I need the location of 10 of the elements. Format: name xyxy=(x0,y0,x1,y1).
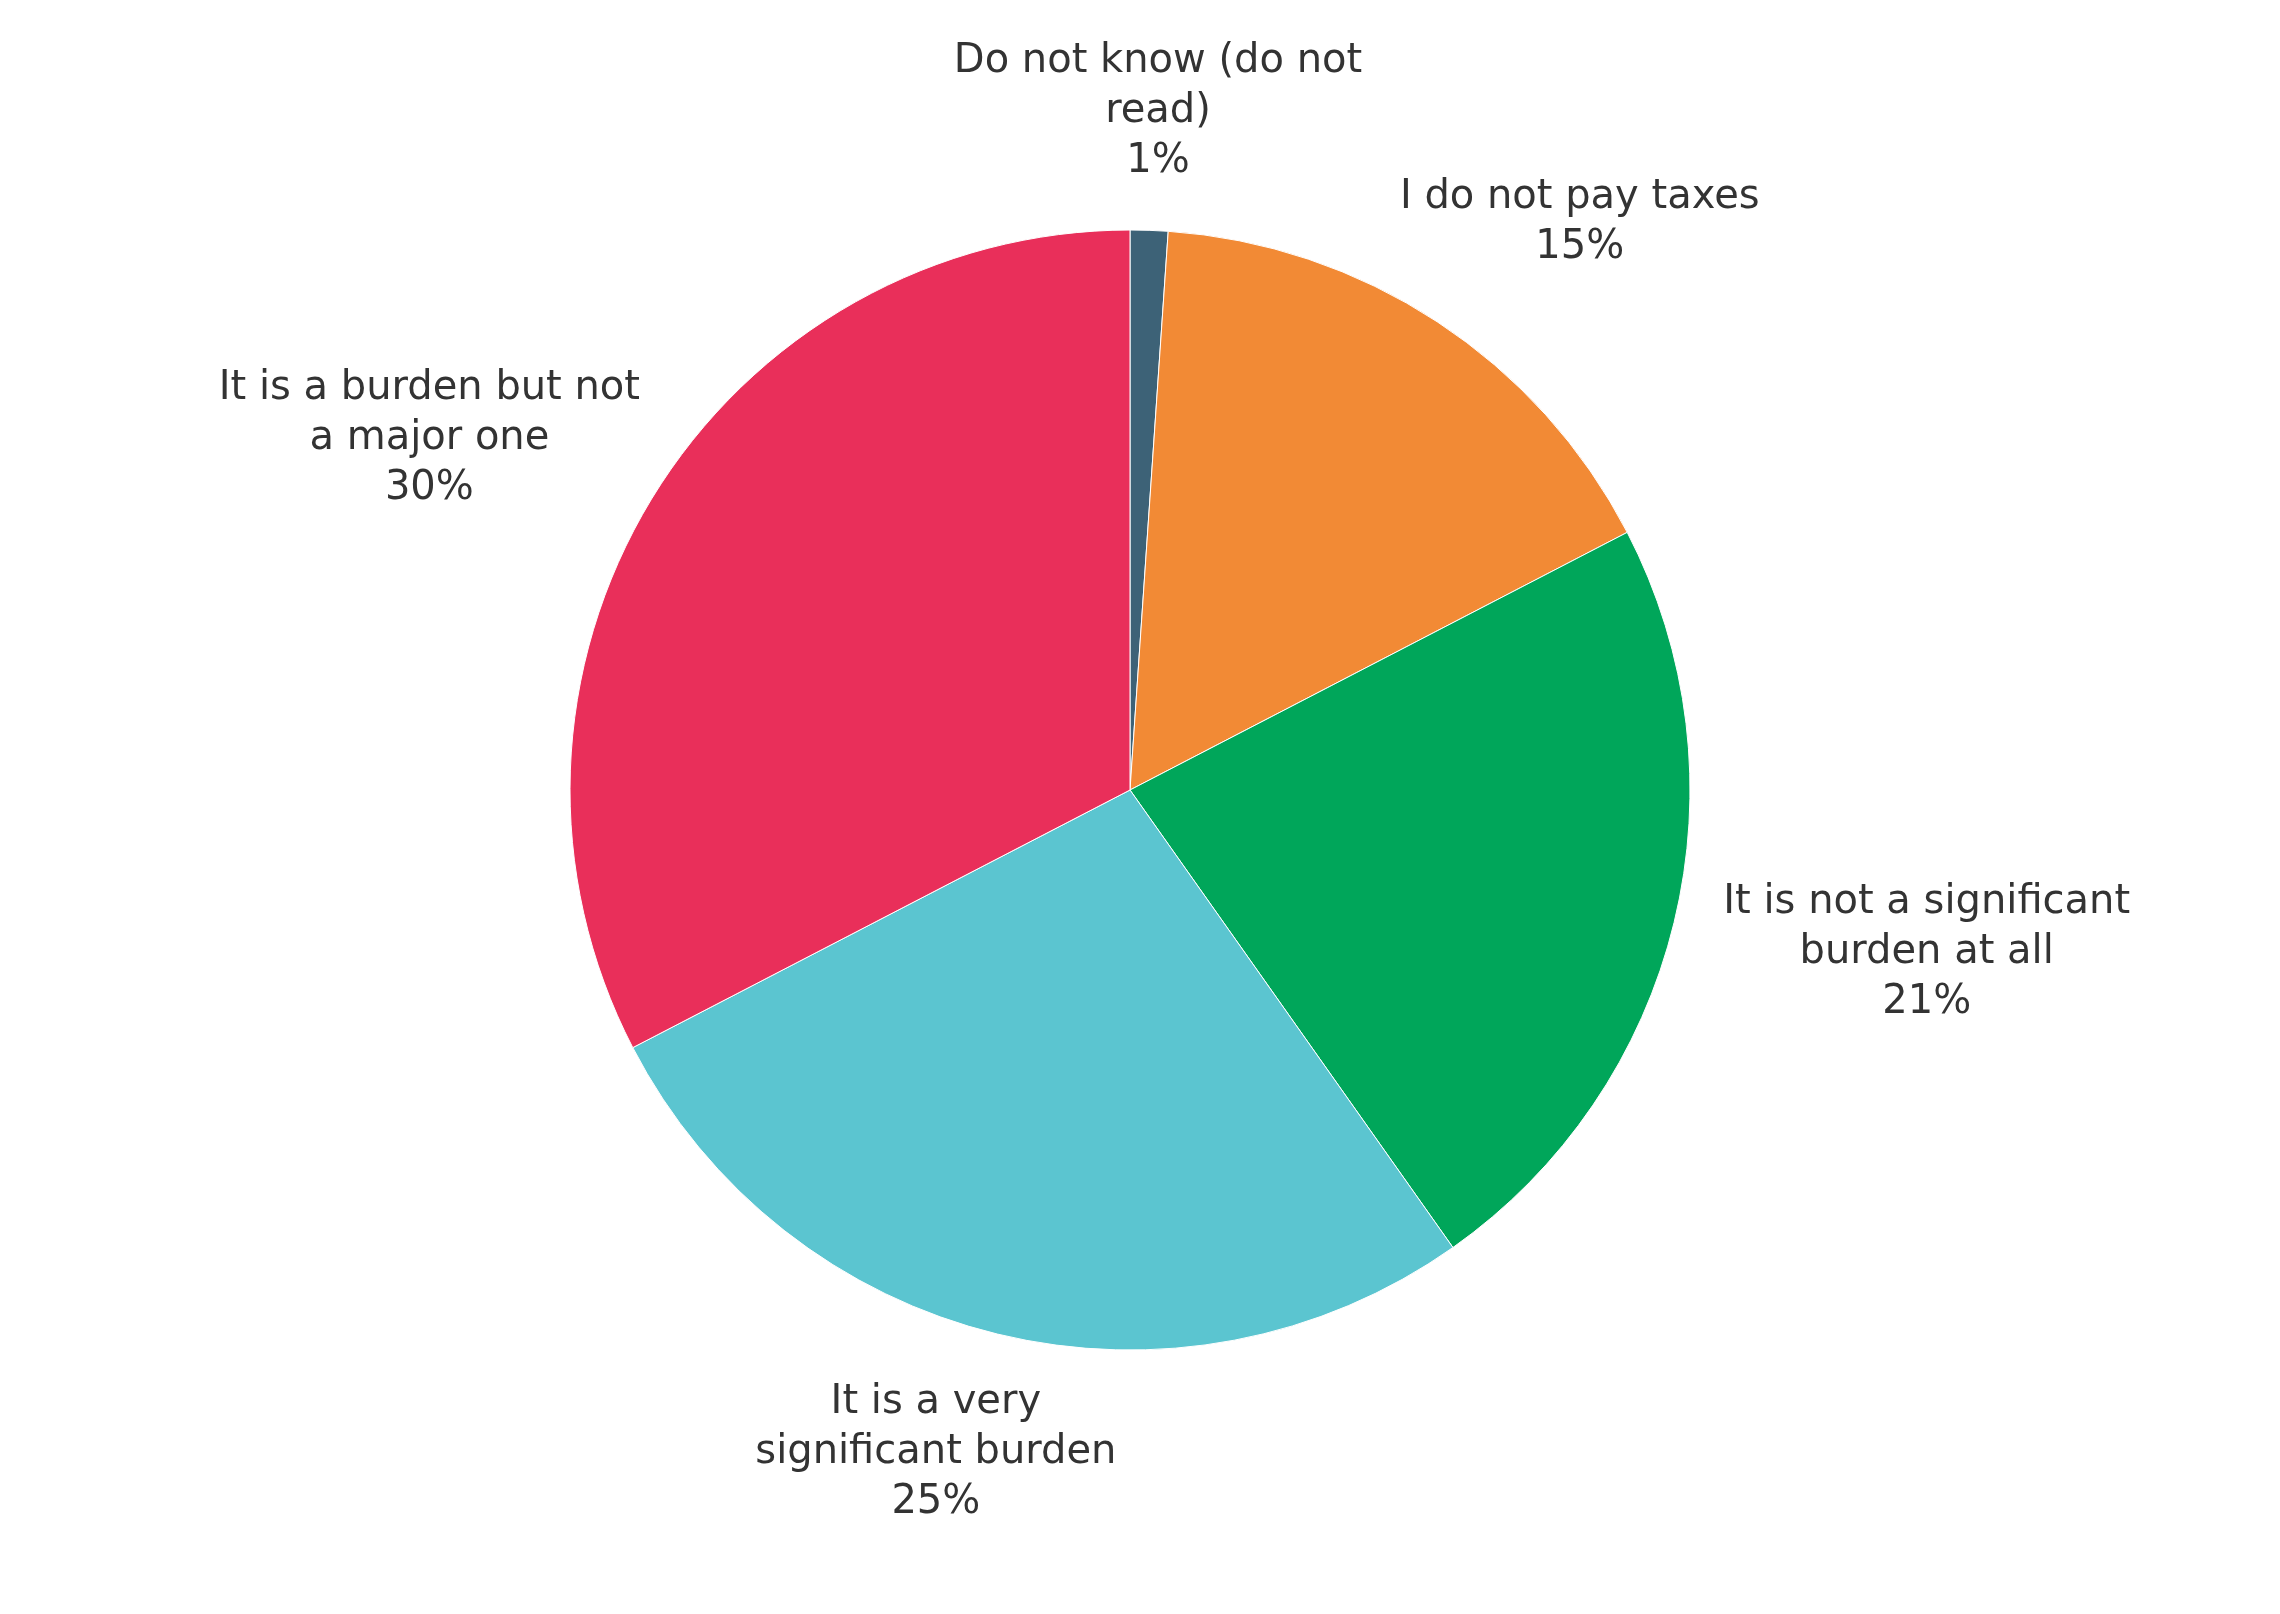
slice-label: It is a burden but not a major one xyxy=(218,361,641,458)
data-label: 15% xyxy=(1535,221,1625,268)
slice-label: Do not know (do not read) xyxy=(953,35,1363,132)
data-label: 30% xyxy=(384,461,474,508)
slice-label: It is not a significant burden at all xyxy=(1723,876,2131,972)
data-label: 1% xyxy=(1126,135,1190,182)
slice-label: It is a very significant burden xyxy=(755,1375,1117,1472)
data-label: 25% xyxy=(891,1475,981,1522)
data-label: 21% xyxy=(1882,976,1972,1022)
slice-label: I do not pay taxes xyxy=(1399,171,1760,218)
